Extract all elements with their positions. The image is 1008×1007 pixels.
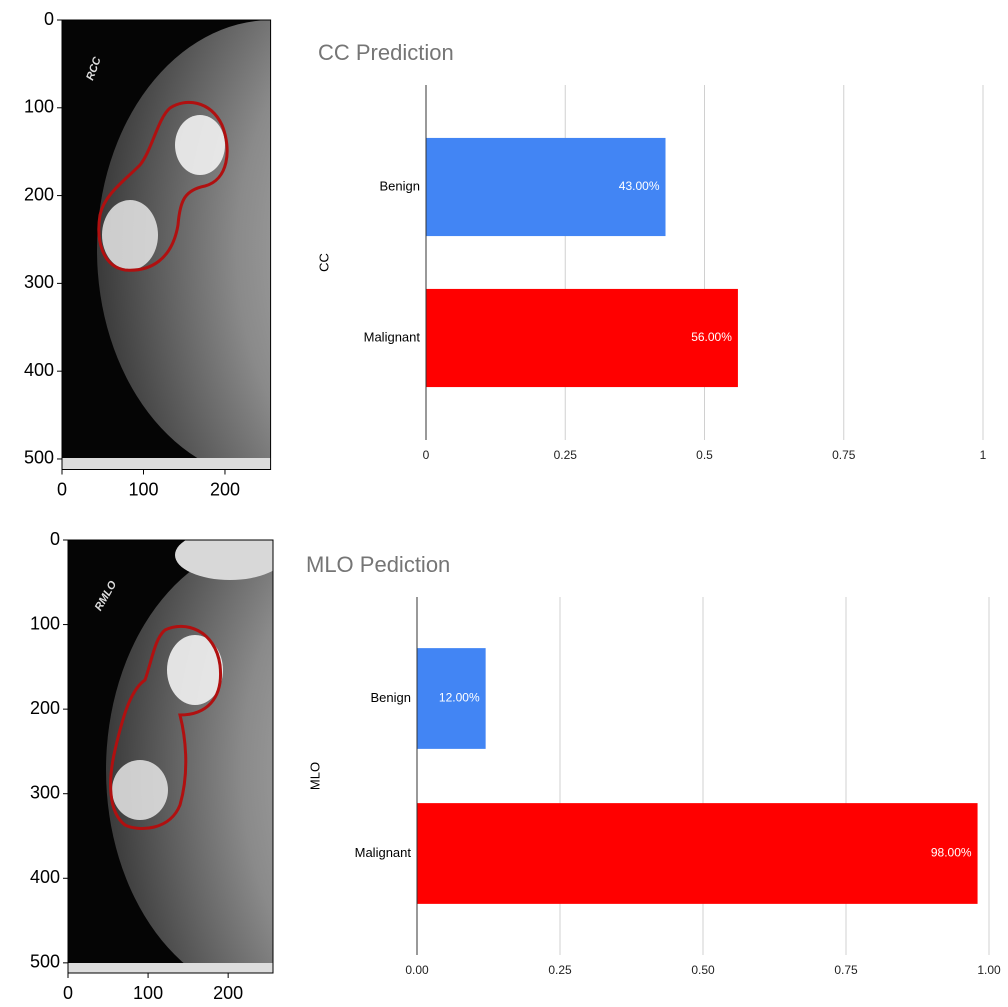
x-tick-label: 0 — [63, 983, 73, 1003]
x-tick-label: 0.25 — [548, 963, 572, 977]
x-tick-label: 1.00 — [977, 963, 1001, 977]
y-axis-label: CC — [316, 253, 331, 272]
y-tick-label: 0 — [50, 529, 60, 549]
y-axis-label: MLO — [307, 762, 322, 790]
mammogram-cc: RCC — [62, 20, 271, 470]
y-tick-label: 0 — [44, 9, 54, 29]
y-tick-label: 100 — [24, 97, 54, 117]
image-frame — [61, 19, 272, 470]
x-tick-label: 0 — [423, 448, 430, 462]
x-tick-label: 0.00 — [405, 963, 429, 977]
y-tick-label: 400 — [30, 867, 60, 887]
x-tick-label: 0.25 — [554, 448, 578, 462]
x-tick-label: 0.5 — [696, 448, 713, 462]
x-tick-label: 0.75 — [834, 963, 858, 977]
category-label: Malignant — [364, 329, 421, 344]
x-tick-label: 100 — [133, 983, 163, 1003]
bar — [417, 648, 486, 749]
x-tick-label: 0.75 — [832, 448, 856, 462]
bar — [417, 803, 978, 904]
category-label: Benign — [380, 178, 420, 193]
x-tick-label: 100 — [128, 479, 158, 499]
chart-title: CC Prediction — [318, 40, 454, 65]
x-tick-label: 200 — [213, 983, 243, 1003]
value-label: 43.00% — [619, 179, 660, 193]
y-tick-label: 500 — [24, 448, 54, 468]
y-tick-label: 300 — [24, 272, 54, 292]
value-label: 98.00% — [931, 846, 972, 860]
value-label: 56.00% — [691, 330, 732, 344]
chart-title: MLO Pediction — [306, 552, 450, 577]
y-tick-label: 400 — [24, 360, 54, 380]
y-tick-label: 200 — [24, 184, 54, 204]
mammogram-mlo: RMLO — [68, 540, 273, 973]
category-label: Benign — [371, 690, 411, 705]
image-frame — [67, 539, 274, 974]
x-tick-label: 1 — [980, 448, 987, 462]
y-tick-label: 300 — [30, 782, 60, 802]
x-tick-label: 0.50 — [691, 963, 715, 977]
x-tick-label: 0 — [57, 479, 67, 499]
bar — [426, 288, 738, 388]
value-label: 12.00% — [439, 691, 480, 705]
x-tick-label: 200 — [210, 479, 240, 499]
y-tick-label: 500 — [30, 952, 60, 972]
bar — [426, 137, 666, 237]
y-tick-label: 100 — [30, 613, 60, 633]
category-label: Malignant — [355, 845, 412, 860]
y-tick-label: 200 — [30, 698, 60, 718]
